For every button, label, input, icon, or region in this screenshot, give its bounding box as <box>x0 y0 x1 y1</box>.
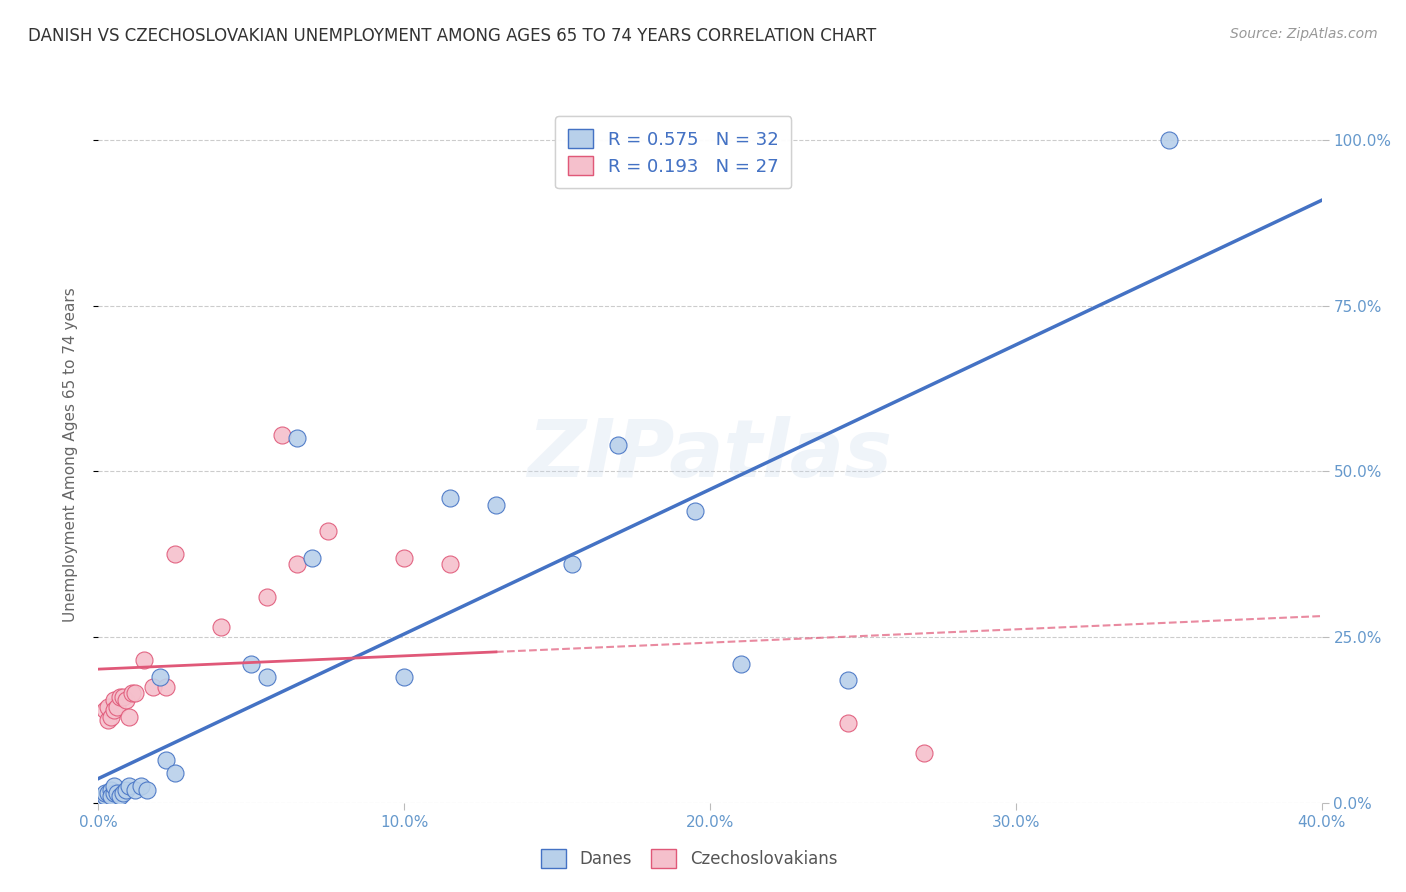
Point <box>683 504 706 518</box>
Point <box>124 686 146 700</box>
Y-axis label: Unemployment Among Ages 65 to 74 years: Unemployment Among Ages 65 to 74 years <box>63 287 77 623</box>
Point <box>439 491 461 505</box>
Point <box>1157 133 1180 147</box>
Point <box>93 703 115 717</box>
Point <box>256 591 278 605</box>
Point <box>837 716 859 731</box>
Point <box>837 673 859 688</box>
Point <box>155 680 177 694</box>
Point <box>256 670 278 684</box>
Point <box>607 438 630 452</box>
Point <box>108 690 131 704</box>
Point <box>111 690 134 704</box>
Point <box>108 789 131 804</box>
Point <box>155 753 177 767</box>
Point <box>115 782 138 797</box>
Point <box>105 786 128 800</box>
Point <box>103 786 125 800</box>
Point <box>118 779 141 793</box>
Point <box>103 703 125 717</box>
Point <box>134 653 156 667</box>
Text: ZIPatlas: ZIPatlas <box>527 416 893 494</box>
Point <box>730 657 752 671</box>
Point <box>103 693 125 707</box>
Point <box>93 789 115 804</box>
Point <box>209 620 232 634</box>
Point <box>285 558 308 572</box>
Point <box>149 670 172 684</box>
Point <box>301 550 323 565</box>
Point <box>485 498 508 512</box>
Point <box>163 766 186 780</box>
Point <box>392 550 416 565</box>
Point <box>285 431 308 445</box>
Point <box>316 524 339 538</box>
Point <box>97 786 120 800</box>
Point <box>561 558 583 572</box>
Point <box>124 782 146 797</box>
Point <box>439 558 461 572</box>
Point <box>90 792 112 806</box>
Point <box>97 713 120 727</box>
Point <box>392 670 416 684</box>
Point <box>240 657 263 671</box>
Point <box>270 428 292 442</box>
Point <box>136 782 159 797</box>
Point <box>90 792 112 806</box>
Point <box>100 709 122 723</box>
Point <box>105 699 128 714</box>
Point <box>93 786 115 800</box>
Point <box>121 686 143 700</box>
Point <box>100 782 122 797</box>
Point <box>129 779 152 793</box>
Point <box>118 709 141 723</box>
Legend: R = 0.575   N = 32, R = 0.193   N = 27: R = 0.575 N = 32, R = 0.193 N = 27 <box>555 116 792 188</box>
Text: Source: ZipAtlas.com: Source: ZipAtlas.com <box>1230 27 1378 41</box>
Point <box>115 693 138 707</box>
Point <box>103 779 125 793</box>
Point <box>100 789 122 804</box>
Point <box>912 746 935 760</box>
Text: DANISH VS CZECHOSLOVAKIAN UNEMPLOYMENT AMONG AGES 65 TO 74 YEARS CORRELATION CHA: DANISH VS CZECHOSLOVAKIAN UNEMPLOYMENT A… <box>28 27 876 45</box>
Point <box>111 786 134 800</box>
Point <box>163 547 186 561</box>
Point <box>142 680 165 694</box>
Point <box>97 699 120 714</box>
Legend: Danes, Czechoslovakians: Danes, Czechoslovakians <box>534 843 844 875</box>
